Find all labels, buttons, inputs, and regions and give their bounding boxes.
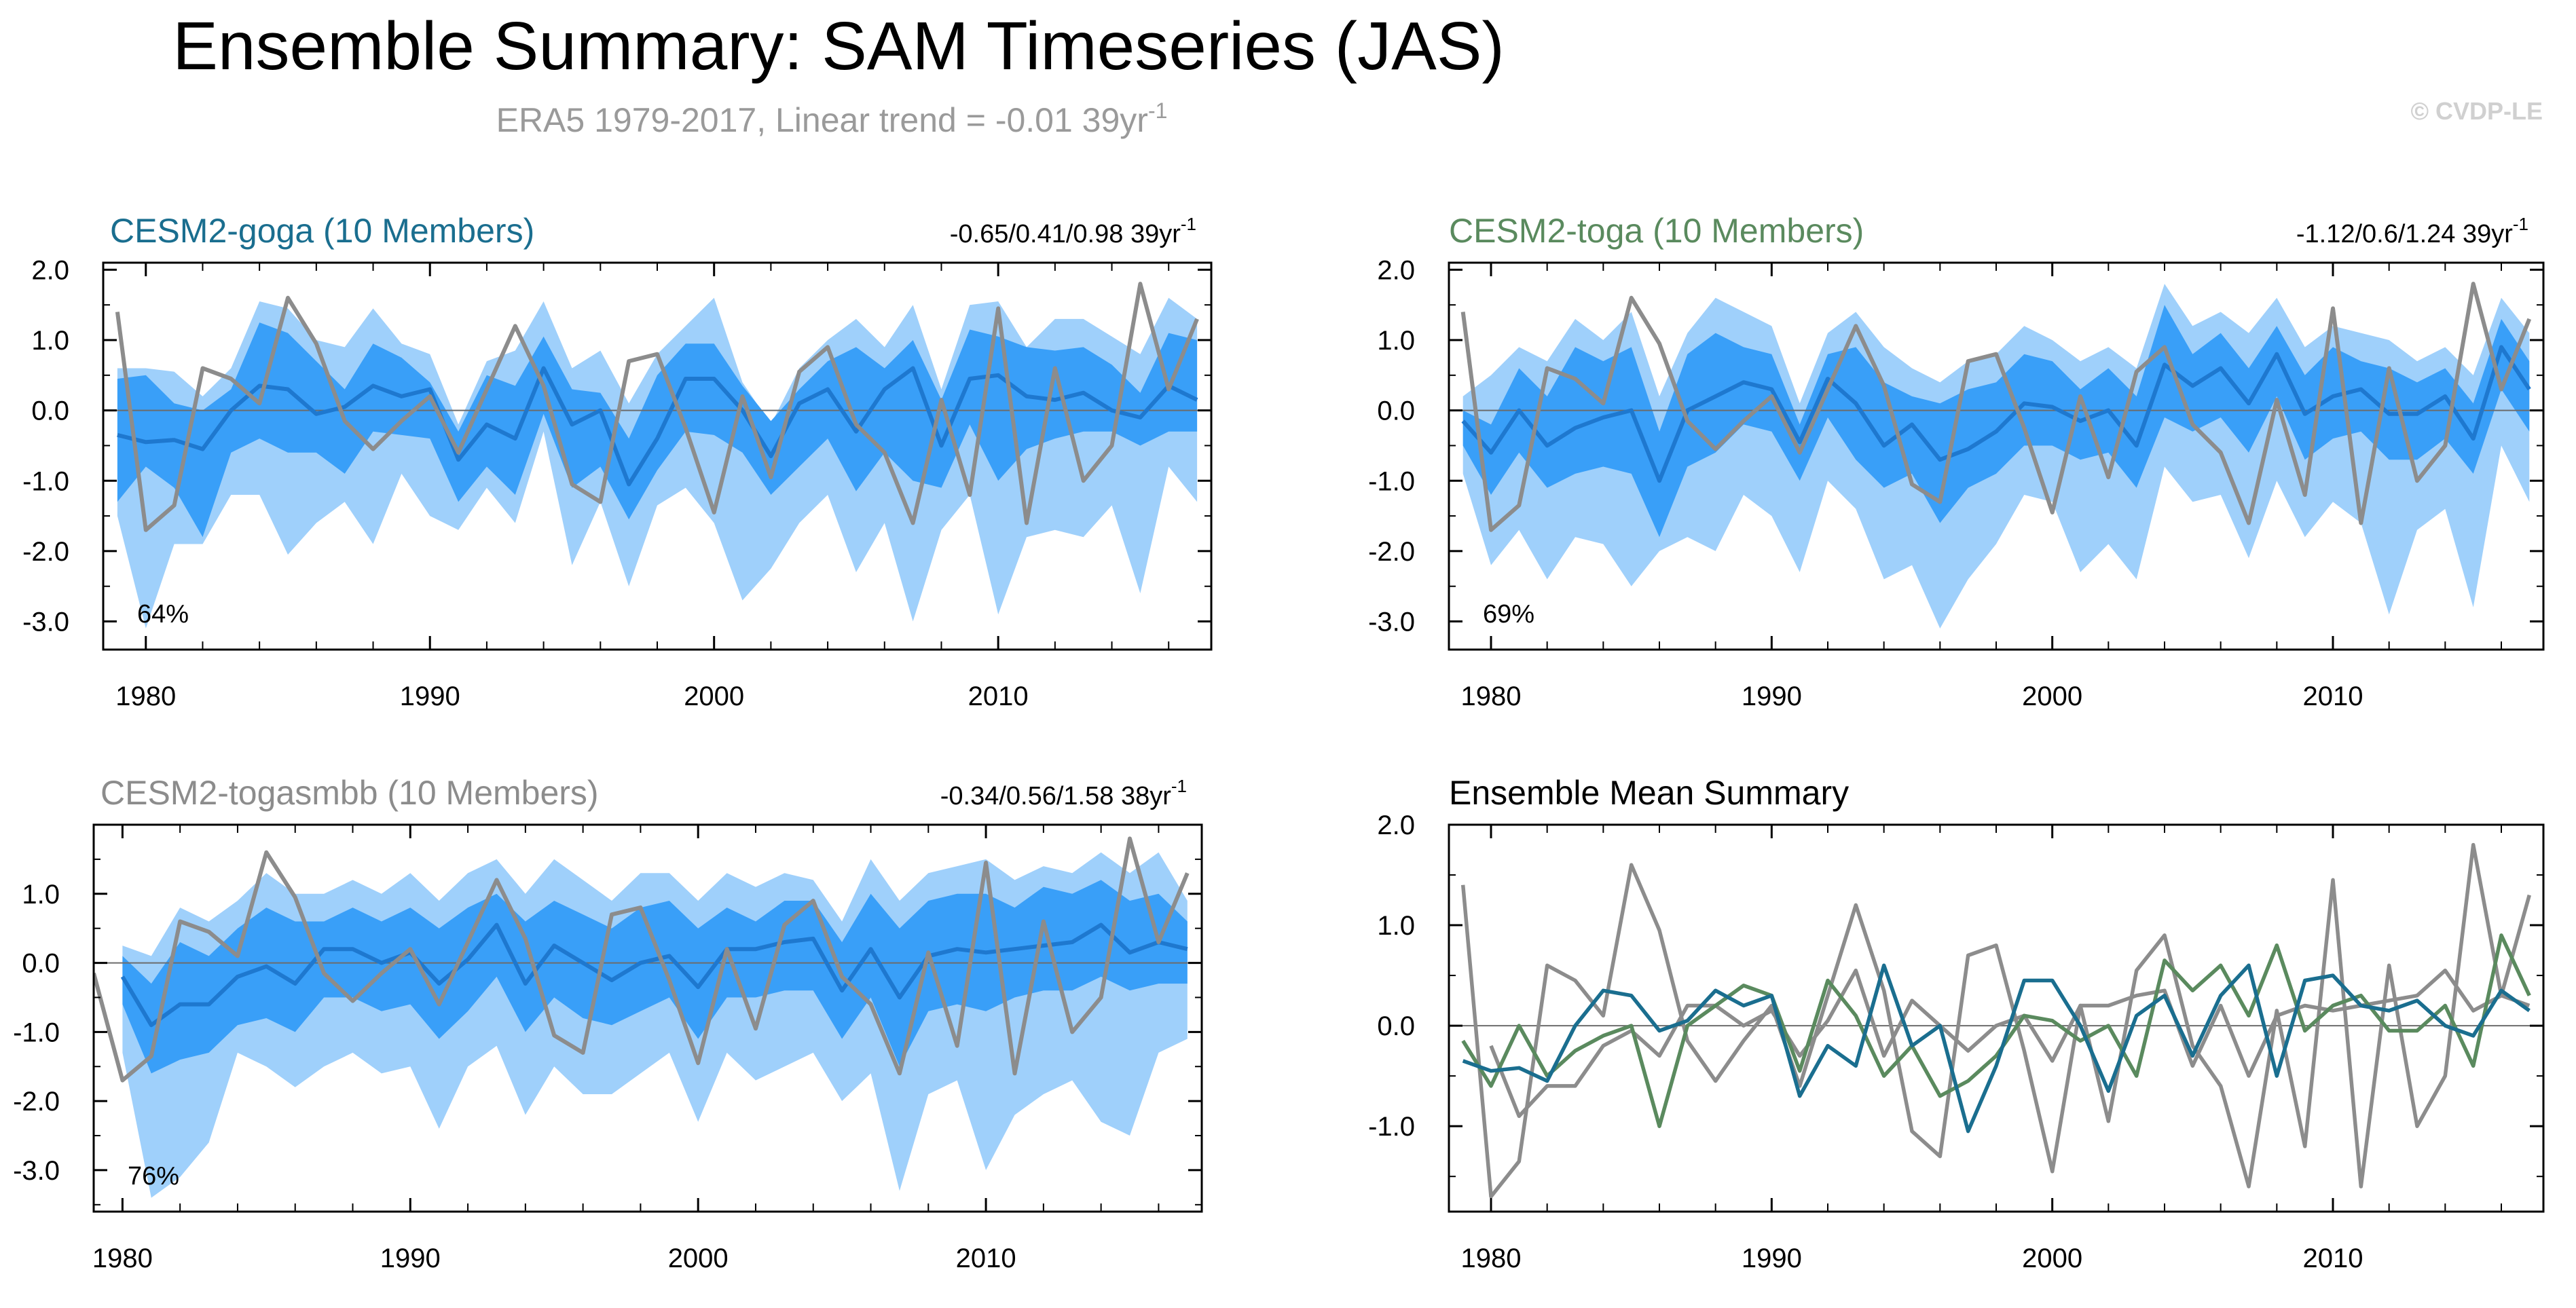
band-inner	[1462, 305, 2530, 538]
panel-goga: CESM2-goga (10 Members) -0.65/0.41/0.98 3…	[22, 212, 1213, 711]
trend-text: -1.12/0.6/1.24 39yr	[2296, 220, 2513, 248]
figure-title: Ensemble Summary: SAM Timeseries (JAS)	[172, 8, 1505, 84]
subtitle-superscript: -1	[1148, 98, 1167, 123]
x-tick-label: 2010	[968, 681, 1029, 711]
x-tick-label: 1990	[400, 681, 460, 711]
ensemble-mean-line	[1461, 345, 2531, 483]
percent-label: 64%	[137, 600, 189, 629]
figure-subtitle: ERA5 1979-2017, Linear trend = -0.01 39y…	[496, 98, 1168, 139]
y-tick-label: 0.0	[1377, 1011, 1415, 1041]
y-tick-label: -1.0	[22, 466, 69, 496]
y-tick-label: 2.0	[1377, 255, 1415, 285]
x-tick-label: 2010	[2303, 681, 2363, 711]
y-tick-label: 2.0	[1377, 810, 1415, 840]
y-tick-label: 1.0	[1377, 911, 1415, 941]
plot-area	[1449, 842, 2543, 1199]
y-tick-label: -2.0	[1368, 537, 1415, 567]
trend-superscript: -1	[2513, 214, 2528, 234]
y-tick-label: -3.0	[1368, 608, 1415, 637]
panel-title: CESM2-togasmbb (10 Members)	[100, 774, 599, 812]
x-tick-label: 1980	[1461, 681, 1522, 711]
trend-text: -0.34/0.56/1.58 38yr	[940, 782, 1171, 810]
ensemble-mean-line	[117, 366, 1198, 487]
panel-title: CESM2-goga (10 Members)	[110, 212, 534, 250]
percent-label: 76%	[128, 1162, 179, 1191]
y-tick-label: 1.0	[1377, 326, 1415, 356]
y-tick-label: -2.0	[22, 537, 69, 567]
series-line-goga	[1462, 963, 2531, 1134]
plot-area	[1449, 282, 2543, 629]
y-tick-label: -1.0	[1368, 466, 1415, 496]
panel-title: Ensemble Mean Summary	[1449, 774, 1849, 812]
observed-line	[1460, 282, 2532, 532]
observed-line	[115, 282, 1199, 532]
series-line-obs	[1460, 842, 2531, 1199]
band-inner	[122, 880, 1188, 1074]
x-tick-label: 2000	[668, 1244, 729, 1273]
x-tick-label: 2010	[2303, 1244, 2363, 1273]
trend-text: -0.65/0.41/0.98 39yr	[950, 220, 1181, 248]
plot-frame	[92, 823, 1203, 1213]
y-tick-label: 1.0	[22, 880, 60, 910]
plot-area	[103, 282, 1211, 629]
panel-title: CESM2-toga (10 Members)	[1449, 212, 1864, 250]
panel-toga: CESM2-toga (10 Members) -1.12/0.6/1.24 39…	[1368, 212, 2545, 711]
y-tick-label: -1.0	[1368, 1112, 1415, 1142]
y-tick-label: 0.0	[31, 396, 69, 426]
y-tick-label: 2.0	[31, 255, 69, 285]
x-tick-label: 1990	[380, 1244, 441, 1273]
x-tick-label: 2000	[2022, 1244, 2082, 1273]
x-tick-label: 1980	[1461, 1244, 1522, 1273]
y-tick-label: 0.0	[22, 949, 60, 979]
trend-superscript: -1	[1181, 214, 1196, 234]
series-line-toga	[1461, 933, 2531, 1128]
trend-superscript: -1	[1171, 776, 1187, 796]
plot-area	[94, 836, 1202, 1198]
trend-label: -0.65/0.41/0.98 39yr-1	[950, 214, 1196, 248]
x-tick-label: 1990	[1742, 1244, 1802, 1273]
trend-label: -1.12/0.6/1.24 39yr-1	[2296, 214, 2528, 248]
y-tick-label: -1.0	[13, 1017, 60, 1047]
percent-label: 69%	[1483, 600, 1534, 629]
y-tick-label: -2.0	[13, 1087, 60, 1117]
x-tick-label: 2000	[2022, 681, 2082, 711]
panel-summary: Ensemble Mean Summary 2.0 1.0 0.0 -1.0 1980 19…	[1368, 774, 2545, 1273]
y-tick-label: 0.0	[1377, 396, 1415, 426]
y-tick-label: -3.0	[13, 1156, 60, 1186]
credit-text: © CVDP-LE	[2410, 97, 2543, 125]
subtitle-text: ERA5 1979-2017, Linear trend = -0.01 39y…	[496, 101, 1148, 139]
x-tick-label: 1980	[92, 1244, 153, 1273]
x-tick-label: 1990	[1742, 681, 1802, 711]
observed-line	[94, 836, 1190, 1083]
panel-togasmbb: CESM2-togasmbb (10 Members) -0.34/0.56/1.…	[13, 774, 1203, 1273]
x-tick-label: 1980	[115, 681, 176, 711]
band-inner	[117, 322, 1198, 538]
x-tick-label: 2010	[956, 1244, 1016, 1273]
ensemble-mean-line	[120, 922, 1188, 1028]
y-tick-label: -3.0	[22, 608, 69, 637]
trend-label: -0.34/0.56/1.58 38yr-1	[940, 776, 1187, 810]
x-tick-label: 2000	[684, 681, 744, 711]
y-tick-label: 1.0	[31, 326, 69, 356]
